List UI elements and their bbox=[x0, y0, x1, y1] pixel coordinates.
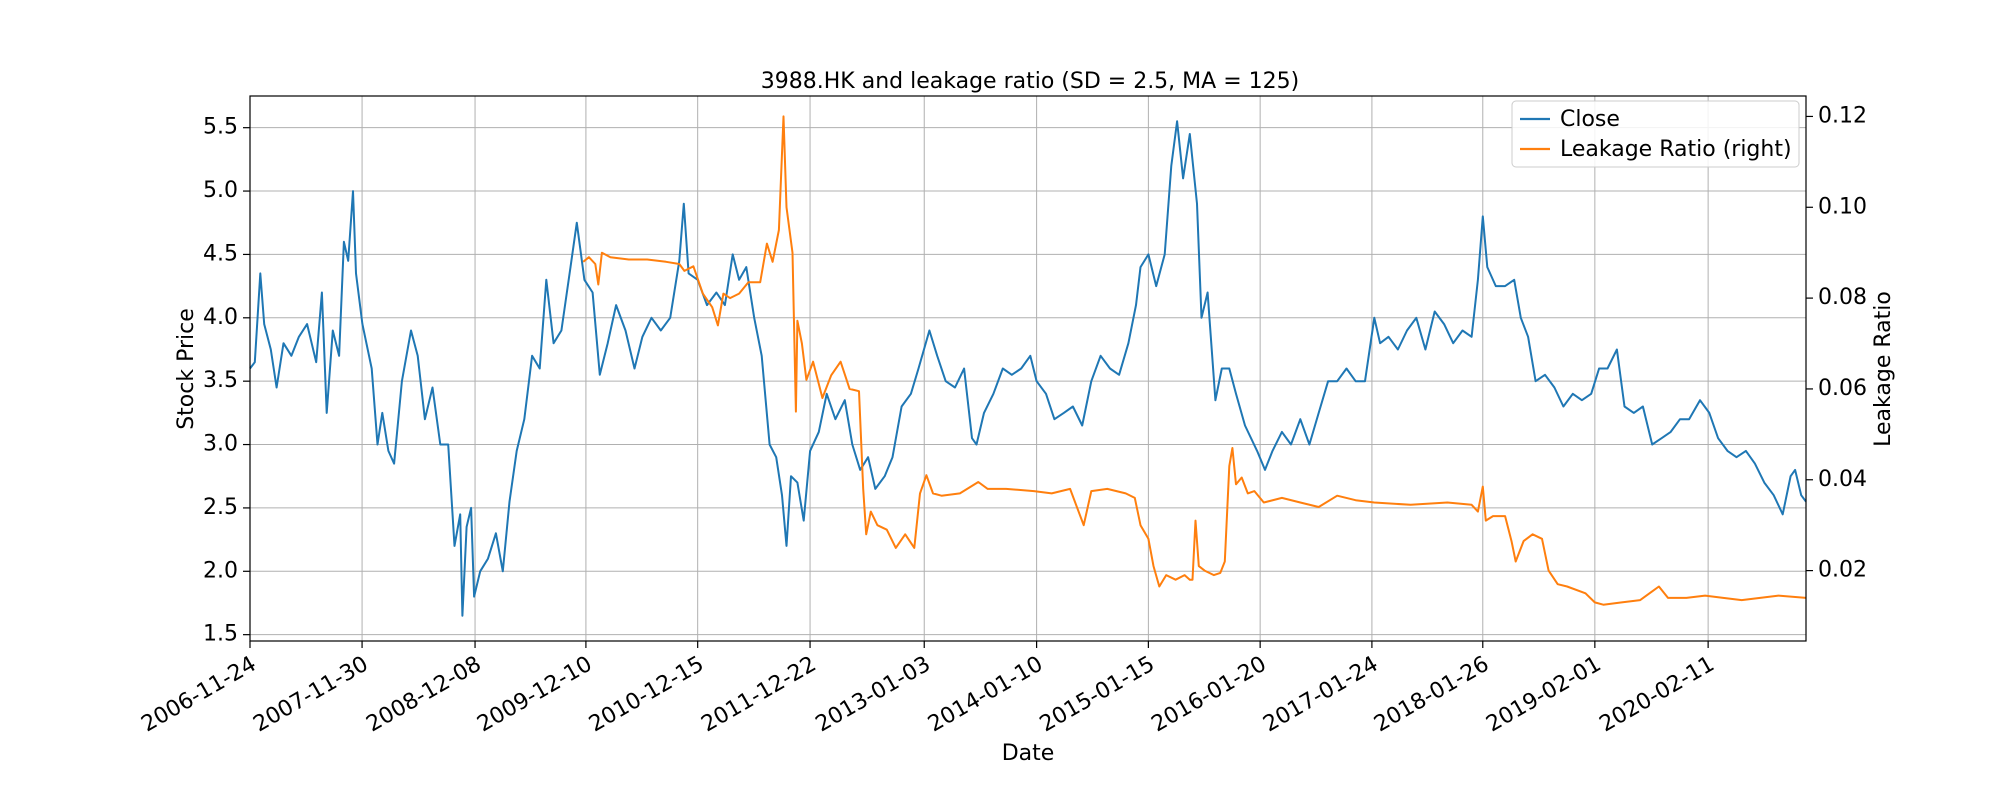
x-axis-label: Date bbox=[1002, 741, 1055, 766]
x-tick-label: 2017-01-24 bbox=[1259, 652, 1382, 738]
legend-box bbox=[1511, 100, 1800, 168]
y-tick-label: 4.5 bbox=[203, 241, 238, 266]
y2-tick-label: 0.04 bbox=[1818, 467, 1867, 492]
x-tick-label: 2007-11-30 bbox=[249, 652, 372, 738]
y2-tick-label: 0.10 bbox=[1818, 194, 1867, 219]
x-tick-label: 2020-02-11 bbox=[1595, 652, 1718, 738]
x-tick-label: 2016-01-20 bbox=[1148, 652, 1271, 738]
y-tick-label: 1.5 bbox=[203, 622, 238, 647]
y2-tick-label: 0.12 bbox=[1818, 103, 1867, 128]
y-tick-label: 5.5 bbox=[203, 115, 238, 140]
x-tick-label: 2010-12-15 bbox=[585, 652, 708, 738]
y-tick-label: 4.0 bbox=[203, 305, 238, 330]
x-tick-label: 2011-12-22 bbox=[697, 652, 820, 738]
legend-label-leakage: Leakage Ratio (right) bbox=[1560, 137, 1792, 162]
x-tick-label: 2006-11-24 bbox=[137, 652, 260, 738]
plot-frame bbox=[249, 95, 1807, 642]
y-tick-label: 3.0 bbox=[203, 432, 238, 457]
y-axis-left: 1.5 2.0 2.5 3.0 3.5 4.0 4.5 5.0 5.5 bbox=[203, 115, 250, 647]
x-tick-label: 2019-02-01 bbox=[1482, 652, 1605, 738]
y2-tick-label: 0.06 bbox=[1818, 376, 1867, 401]
y-axis-right: 0.02 0.04 0.06 0.08 0.10 0.12 bbox=[1806, 103, 1867, 583]
x-tick-label: 2015-01-15 bbox=[1036, 652, 1159, 738]
y2-tick-label: 0.08 bbox=[1818, 285, 1867, 310]
y2-tick-label: 0.02 bbox=[1818, 558, 1867, 583]
grid bbox=[249, 96, 1806, 641]
y-tick-label: 5.0 bbox=[203, 178, 238, 203]
x-tick-label: 2018-01-26 bbox=[1370, 652, 1493, 738]
x-tick-label: 2008-12-08 bbox=[362, 652, 485, 738]
y-tick-label: 2.5 bbox=[203, 495, 238, 520]
series-layer bbox=[249, 115, 1807, 617]
x-axis: 2006-11-242007-11-302008-12-082009-12-10… bbox=[137, 641, 1719, 738]
y-tick-label: 2.0 bbox=[203, 558, 238, 583]
legend: Close Leakage Ratio (right) bbox=[1511, 100, 1800, 168]
y-axis-label-right: Leakage Ratio bbox=[1871, 291, 1896, 447]
x-tick-label: 2014-01-10 bbox=[924, 652, 1047, 738]
series-close-line bbox=[249, 120, 1807, 617]
series-leakage-ratio-line bbox=[582, 115, 1807, 606]
chart-title: 3988.HK and leakage ratio (SD = 2.5, MA … bbox=[761, 69, 1299, 94]
y-tick-label: 3.5 bbox=[203, 368, 238, 393]
x-tick-label: 2009-12-10 bbox=[473, 652, 596, 738]
x-tick-label: 2013-01-03 bbox=[812, 652, 935, 738]
legend-label-close: Close bbox=[1560, 107, 1620, 132]
y-axis-label-left: Stock Price bbox=[174, 308, 199, 430]
